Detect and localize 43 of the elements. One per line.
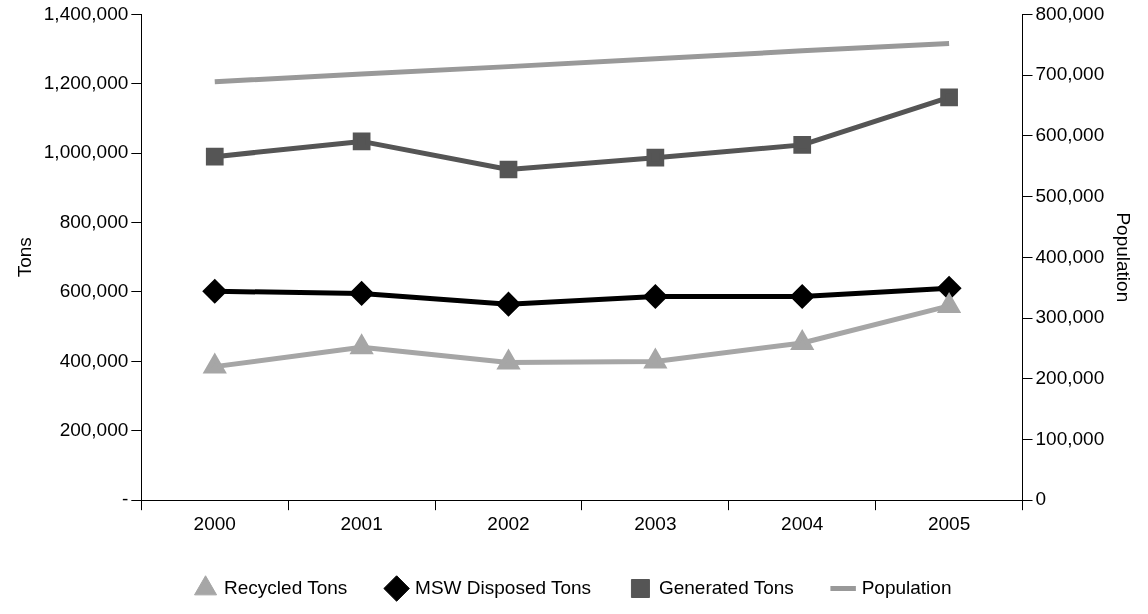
y2-tick-label: 300,000 (1035, 306, 1105, 328)
legend-label: Population (861, 576, 952, 598)
y-tick-label: 1,000,000 (43, 141, 129, 163)
legend-label: Recycled Tons (224, 576, 348, 598)
point (643, 347, 668, 369)
y-tick-label: 600,000 (59, 280, 129, 302)
point (203, 279, 227, 303)
point (349, 333, 374, 355)
point (496, 348, 521, 370)
y2-tick-label: 400,000 (1035, 245, 1105, 267)
y-tick-label: 400,000 (59, 349, 129, 371)
y2-tick-label: 600,000 (1035, 124, 1105, 146)
point (940, 88, 958, 107)
x-tick-label: 2004 (781, 512, 824, 534)
x-tick-label: 2003 (634, 512, 677, 534)
legend-label: MSW Disposed Tons (415, 576, 592, 598)
y-tick-label: - (122, 488, 129, 510)
point (793, 136, 812, 154)
point (496, 292, 520, 316)
y2-tick-label: 0 (1035, 488, 1047, 510)
y2-axis-title: Population (1113, 212, 1135, 303)
y-tick-label: 1,400,000 (43, 2, 129, 24)
y-tick-label: 1,200,000 (43, 72, 129, 94)
y2-tick-label: 200,000 (1035, 366, 1105, 388)
x-tick-label: 2002 (487, 512, 530, 534)
point (790, 329, 815, 351)
x-tick-label: 2005 (927, 512, 971, 534)
point (499, 160, 518, 179)
x-tick-label: 2000 (193, 512, 236, 534)
point (937, 276, 961, 300)
y-axis-title: Tons (13, 237, 35, 278)
point (205, 147, 224, 166)
y2-tick-label: 800,000 (1035, 2, 1105, 24)
y2-tick-label: 500,000 (1035, 184, 1105, 206)
x-tick-label: 2001 (340, 512, 383, 534)
point (352, 132, 371, 151)
point (350, 281, 374, 305)
y-tick-label: 200,000 (59, 419, 129, 441)
y2-tick-label: 100,000 (1035, 427, 1105, 449)
y-tick-label: 800,000 (59, 210, 129, 232)
legend-label: Generated Tons (658, 576, 794, 598)
point (646, 148, 665, 167)
y2-tick-label: 700,000 (1035, 63, 1105, 85)
